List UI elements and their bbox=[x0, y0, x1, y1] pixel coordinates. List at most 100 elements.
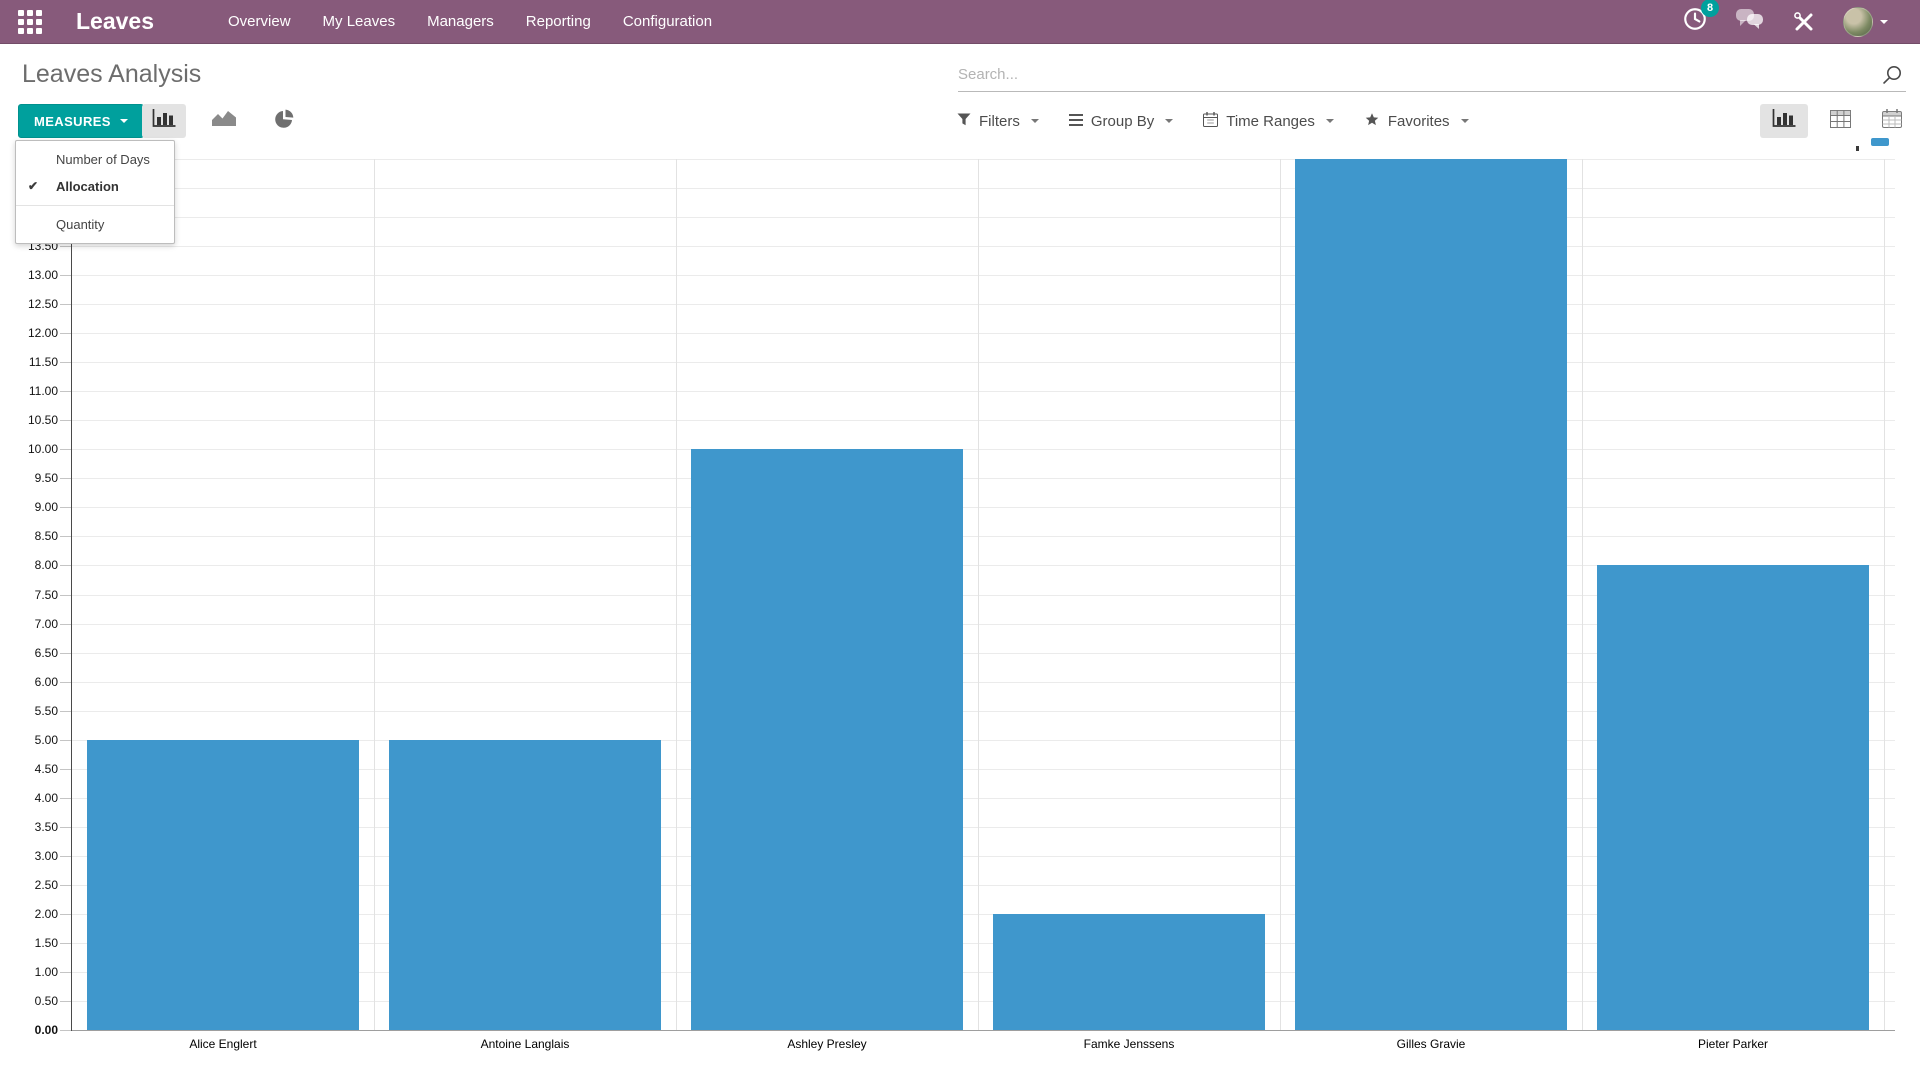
search-input[interactable] bbox=[958, 66, 1878, 83]
y-axis-label: 6.00 bbox=[34, 675, 58, 689]
menu-item-my-leaves[interactable]: My Leaves bbox=[322, 12, 396, 30]
bar-chart-button[interactable] bbox=[142, 104, 186, 138]
x-axis-label: Pieter Parker bbox=[1697, 1037, 1769, 1051]
y-axis-label: 1.50 bbox=[34, 936, 58, 950]
messages-menu[interactable] bbox=[1735, 7, 1765, 36]
calendar-view-button[interactable] bbox=[1872, 104, 1912, 138]
calendar-view-icon bbox=[1882, 109, 1902, 133]
menu-item-overview[interactable]: Overview bbox=[228, 12, 291, 30]
y-tick bbox=[60, 798, 71, 799]
filter-menu-label: Time Ranges bbox=[1226, 112, 1315, 130]
dropdown-item-allocation[interactable]: ✔ Allocation bbox=[16, 173, 174, 200]
line-chart-button[interactable] bbox=[202, 104, 246, 138]
y-gridline bbox=[72, 304, 1895, 305]
y-gridline bbox=[72, 420, 1895, 421]
y-axis-label: 2.50 bbox=[34, 878, 58, 892]
legend-fragment-dot bbox=[1856, 146, 1859, 151]
y-gridline bbox=[72, 856, 1895, 857]
y-axis-label: 8.50 bbox=[34, 529, 58, 543]
y-axis-label: 2.00 bbox=[34, 907, 58, 921]
y-tick bbox=[60, 595, 71, 596]
chart-bar[interactable] bbox=[389, 740, 661, 1030]
chat-icon bbox=[1735, 7, 1765, 36]
filter-menu-favorites[interactable]: Favorites bbox=[1364, 112, 1469, 131]
y-axis-label: 7.00 bbox=[34, 617, 58, 631]
search-icon[interactable] bbox=[1878, 63, 1906, 87]
measures-dropdown: Number of Days ✔ Allocation Quantity bbox=[15, 140, 175, 244]
chart-bar[interactable] bbox=[87, 740, 359, 1030]
filter-funnel-icon bbox=[957, 113, 971, 130]
activity-menu[interactable]: 8 bbox=[1682, 0, 1719, 37]
x-gridline bbox=[676, 159, 677, 1030]
chart-bar[interactable] bbox=[1597, 565, 1869, 1030]
y-tick bbox=[60, 682, 71, 683]
filter-menu-filters[interactable]: Filters bbox=[957, 113, 1039, 130]
y-gridline bbox=[72, 478, 1895, 479]
y-gridline bbox=[72, 159, 1895, 160]
debug-tools-icon[interactable] bbox=[1792, 10, 1816, 34]
y-gridline bbox=[72, 217, 1895, 218]
dropdown-item-number-of-days[interactable]: Number of Days bbox=[16, 146, 174, 173]
x-axis-label: Alice Englert bbox=[189, 1037, 257, 1051]
filter-menu-time-ranges[interactable]: Time Ranges bbox=[1203, 111, 1334, 131]
check-icon: ✔ bbox=[28, 179, 39, 193]
menu-item-configuration[interactable]: Configuration bbox=[622, 12, 713, 30]
y-axis-label: 6.50 bbox=[34, 646, 58, 660]
y-axis-label: 9.50 bbox=[34, 471, 58, 485]
y-tick bbox=[60, 856, 71, 857]
y-tick bbox=[60, 972, 71, 973]
chart-bar[interactable] bbox=[1295, 159, 1567, 1030]
chevron-down-icon bbox=[1030, 119, 1039, 123]
y-tick bbox=[60, 624, 71, 625]
y-axis-label: 13.00 bbox=[27, 268, 58, 282]
x-axis-label: Gilles Gravie bbox=[1396, 1037, 1466, 1051]
chevron-down-icon bbox=[1460, 119, 1469, 123]
menu-item-reporting[interactable]: Reporting bbox=[525, 12, 591, 30]
chart-type-buttons bbox=[142, 104, 306, 138]
y-tick bbox=[60, 420, 71, 421]
filter-menu-label: Filters bbox=[979, 112, 1020, 130]
y-tick bbox=[60, 711, 71, 712]
y-gridline bbox=[72, 536, 1895, 537]
clock-icon bbox=[1682, 6, 1708, 37]
y-gridline bbox=[72, 798, 1895, 799]
y-axis-label: 5.50 bbox=[34, 704, 58, 718]
y-tick bbox=[60, 885, 71, 886]
y-tick bbox=[60, 275, 71, 276]
graph-view-button[interactable] bbox=[1760, 104, 1808, 138]
y-axis-line bbox=[71, 159, 72, 1031]
y-tick bbox=[60, 740, 71, 741]
y-tick bbox=[60, 391, 71, 392]
filter-menu-group-by[interactable]: Group By bbox=[1068, 113, 1174, 130]
y-gridline bbox=[72, 507, 1895, 508]
x-gridline bbox=[1582, 159, 1583, 1030]
view-switcher bbox=[1760, 104, 1912, 138]
y-gridline bbox=[72, 275, 1895, 276]
activity-badge: 8 bbox=[1701, 0, 1719, 17]
app-title[interactable]: Leaves bbox=[76, 8, 155, 34]
chart-bar[interactable] bbox=[993, 914, 1265, 1030]
y-gridline bbox=[72, 682, 1895, 683]
measures-button[interactable]: MEASURES bbox=[18, 104, 144, 138]
dropdown-item-quantity[interactable]: Quantity bbox=[16, 211, 174, 238]
y-tick bbox=[60, 304, 71, 305]
y-tick bbox=[60, 246, 71, 247]
graph-view-icon bbox=[1772, 109, 1796, 133]
y-tick bbox=[60, 449, 71, 450]
user-menu[interactable] bbox=[1843, 6, 1888, 37]
apps-menu-icon[interactable] bbox=[18, 9, 42, 34]
star-icon bbox=[1364, 112, 1380, 131]
dropdown-separator bbox=[16, 205, 174, 206]
pie-chart-button[interactable] bbox=[262, 104, 306, 138]
chart-bar[interactable] bbox=[691, 449, 963, 1030]
pie-chart-icon bbox=[274, 109, 294, 134]
x-axis-label: Famke Jenssens bbox=[1083, 1037, 1175, 1051]
y-axis-label: 3.00 bbox=[34, 849, 58, 863]
y-gridline bbox=[72, 333, 1895, 334]
legend-fragment[interactable] bbox=[1871, 138, 1889, 146]
menu-item-managers[interactable]: Managers bbox=[427, 12, 494, 30]
y-gridline bbox=[72, 653, 1895, 654]
y-tick bbox=[60, 827, 71, 828]
pivot-view-button[interactable] bbox=[1820, 104, 1860, 138]
